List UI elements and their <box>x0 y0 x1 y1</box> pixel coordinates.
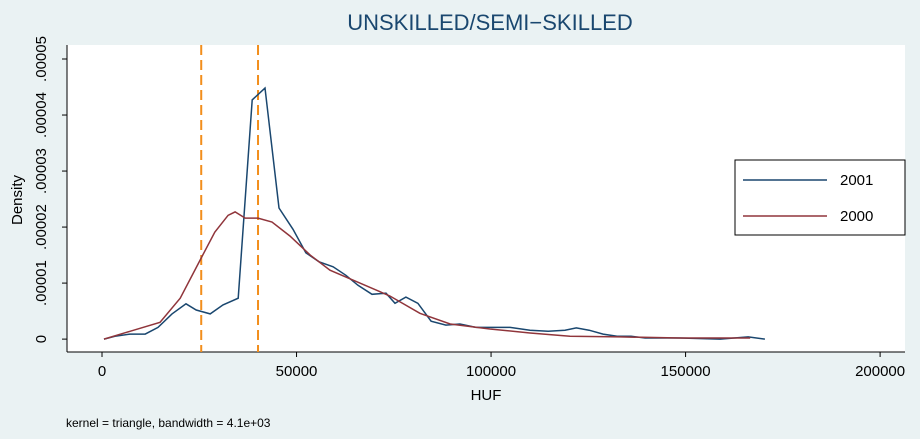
y-tick-label: .00004 <box>33 92 50 138</box>
y-tick-label: .00002 <box>33 204 50 250</box>
y-tick-label: .00005 <box>33 36 50 82</box>
x-tick-label: 150000 <box>661 363 711 380</box>
x-tick-label: 0 <box>98 363 106 380</box>
legend-label: 2000 <box>840 208 873 225</box>
note: kernel = triangle, bandwidth = 4.1e+03 <box>66 416 271 430</box>
y-tick-label: .00001 <box>33 260 50 306</box>
x-tick-label: 200000 <box>855 363 905 380</box>
series-line <box>103 211 751 340</box>
y-tick-label: 0 <box>33 335 50 343</box>
y-axis-label: Density <box>9 174 26 225</box>
x-tick-label: 50000 <box>276 363 318 380</box>
x-tick-label: 100000 <box>466 363 516 380</box>
legend-label: 2001 <box>840 172 873 189</box>
series-line <box>103 86 765 340</box>
legend-box <box>734 159 906 236</box>
y-tick-label: .00003 <box>33 148 50 194</box>
chart-title: UNSKILLED/SEMI−SKILLED <box>347 10 633 35</box>
x-axis-label: HUF <box>471 387 502 404</box>
